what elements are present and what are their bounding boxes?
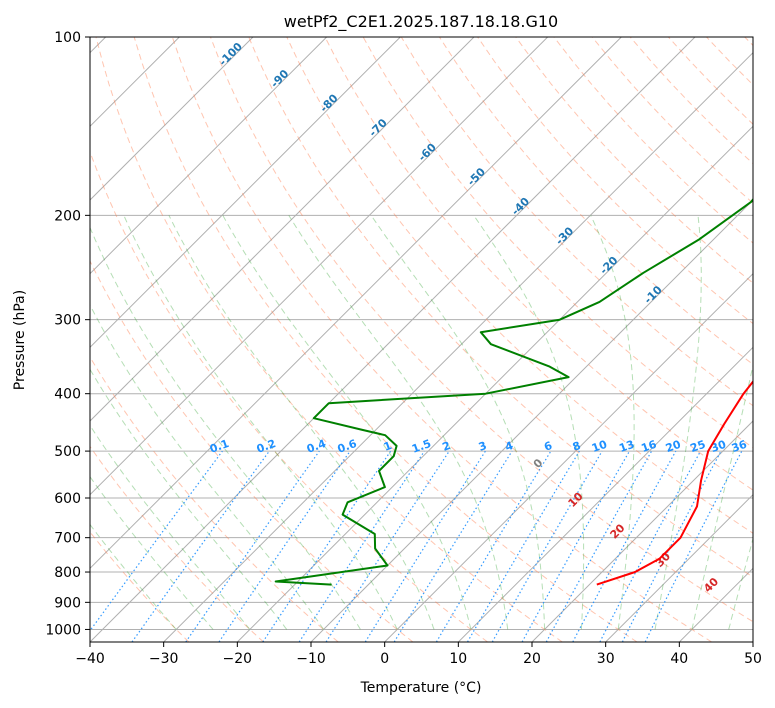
x-tick-label: 10 xyxy=(449,651,467,667)
y-tick-label: 900 xyxy=(54,595,81,611)
mixing-ratio-label: 10 xyxy=(590,438,609,456)
mixing-ratio-label: 20 xyxy=(664,438,683,456)
mixing-ratio-label: 8 xyxy=(571,439,583,454)
mixing-ratio-line xyxy=(298,450,425,642)
mixing-ratio-line xyxy=(185,450,320,642)
mixing-ratio-label: 16 xyxy=(639,438,658,456)
moist-adiabat-line xyxy=(288,215,509,630)
mixing-ratio-label: 0.1 xyxy=(208,437,231,456)
isotherm-line xyxy=(90,37,549,496)
isotherm-line xyxy=(457,346,753,642)
dry-adiabat-line xyxy=(90,356,339,642)
y-tick-label: 500 xyxy=(54,444,81,460)
y-axis-label: Pressure (hPa) xyxy=(12,290,28,390)
dry-adiabat-line xyxy=(515,37,753,284)
isotherm-line xyxy=(384,272,753,642)
dry-adiabat-line xyxy=(95,37,563,642)
y-tick-label: 300 xyxy=(54,313,81,329)
mixing-ratio-label: 36 xyxy=(730,438,749,456)
dry-adiabat-line xyxy=(133,37,638,642)
mixing-ratio-label: 0.4 xyxy=(305,437,328,456)
y-tick-label: 1000 xyxy=(45,622,81,638)
y-tick-label: 700 xyxy=(54,531,81,547)
y-tick-label: 800 xyxy=(54,565,81,581)
y-tick-label: 600 xyxy=(54,491,81,507)
mixing-ratio-line xyxy=(131,450,270,642)
dewpoint-profile xyxy=(274,197,753,586)
x-axis-label: Temperature (°C) xyxy=(360,680,482,696)
mixing-ratio-line xyxy=(644,450,743,642)
x-tick-label: 40 xyxy=(670,651,688,667)
isotherm-line xyxy=(531,420,753,642)
moist-adiabat-line xyxy=(590,215,635,630)
dry-adiabat-line xyxy=(286,37,753,534)
mixing-ratio-label: 0.6 xyxy=(336,437,359,456)
moist-adiabat-line xyxy=(90,424,251,630)
isotherm-line xyxy=(90,37,254,201)
isotherm-line xyxy=(90,37,328,275)
x-tick-label: −10 xyxy=(296,651,326,667)
moist-adiabat-line xyxy=(90,226,361,630)
x-tick-label: −30 xyxy=(149,651,179,667)
mixing-ratio-label: 0.2 xyxy=(255,437,278,456)
moist-adiabat-line xyxy=(90,303,325,630)
mixing-ratio-label: 1.5 xyxy=(410,437,433,456)
chart-title: wetPf2_C2E1.2025.187.18.18.G10 xyxy=(284,12,558,32)
mixing-ratio-label: 1 xyxy=(382,439,394,454)
x-tick-label: 20 xyxy=(523,651,541,667)
y-tick-label: 200 xyxy=(54,208,81,224)
dry-adiabat-line xyxy=(248,37,753,578)
isotherm-line xyxy=(90,37,401,349)
x-tick-label: 30 xyxy=(597,651,615,667)
moist-adiabat-line xyxy=(123,215,398,630)
mixing-ratio-label: 25 xyxy=(688,438,707,455)
mixing-ratio-line xyxy=(521,450,631,642)
y-tick-label: 400 xyxy=(54,387,81,403)
mixing-ratio-line xyxy=(545,450,653,642)
mixing-ratio-line xyxy=(218,450,351,642)
mixing-ratio-line xyxy=(393,450,513,642)
x-tick-label: −40 xyxy=(75,651,105,667)
isotherm-line xyxy=(163,51,753,642)
moist-adiabat-line xyxy=(370,215,546,630)
mixing-ratio-line xyxy=(262,450,392,642)
isotherm-line xyxy=(310,199,753,642)
mixing-ratio-label: 4 xyxy=(503,439,515,454)
moist-adiabat-line xyxy=(691,363,753,630)
isotherm-line xyxy=(90,37,622,570)
moist-adiabat-line xyxy=(654,215,702,630)
dry-adiabat-line xyxy=(324,37,753,491)
mixing-ratio-label: 13 xyxy=(617,438,636,455)
x-tick-label: 50 xyxy=(744,651,762,667)
mixing-ratio-label: 2 xyxy=(441,439,453,454)
dry-adiabat-line xyxy=(210,37,753,623)
dry-adiabat-line xyxy=(90,445,264,642)
mixing-ratio-line xyxy=(572,450,677,642)
isotherm-line xyxy=(90,37,475,422)
x-tick-label: 0 xyxy=(380,651,389,667)
mixing-ratio-line xyxy=(325,450,450,642)
isotherm-line xyxy=(605,493,753,642)
x-tick-label: −20 xyxy=(223,651,253,667)
dry-adiabat-line xyxy=(90,259,414,642)
moist-adiabat-line xyxy=(473,215,585,630)
isotherm-line xyxy=(90,37,696,642)
y-tick-label: 100 xyxy=(54,30,81,46)
mixing-ratio-label: 3 xyxy=(477,439,489,454)
moist-adiabat-line xyxy=(222,215,472,630)
isotherm-line xyxy=(236,125,753,642)
mixing-ratio-line xyxy=(90,450,223,632)
mixing-ratio-label: 6 xyxy=(542,439,554,454)
temperature-profile xyxy=(596,379,753,586)
dry-adiabat-line xyxy=(171,37,712,642)
plot-frame xyxy=(89,36,754,643)
